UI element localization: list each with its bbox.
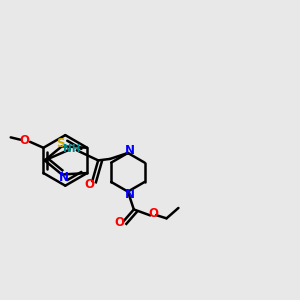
- Text: O: O: [149, 207, 159, 220]
- Text: O: O: [84, 178, 94, 191]
- Text: O: O: [19, 134, 29, 147]
- Text: N: N: [124, 188, 134, 201]
- Text: N: N: [58, 171, 68, 184]
- Text: NH: NH: [63, 143, 80, 154]
- Text: N: N: [124, 144, 134, 157]
- Text: S: S: [56, 137, 65, 150]
- Text: O: O: [114, 216, 124, 229]
